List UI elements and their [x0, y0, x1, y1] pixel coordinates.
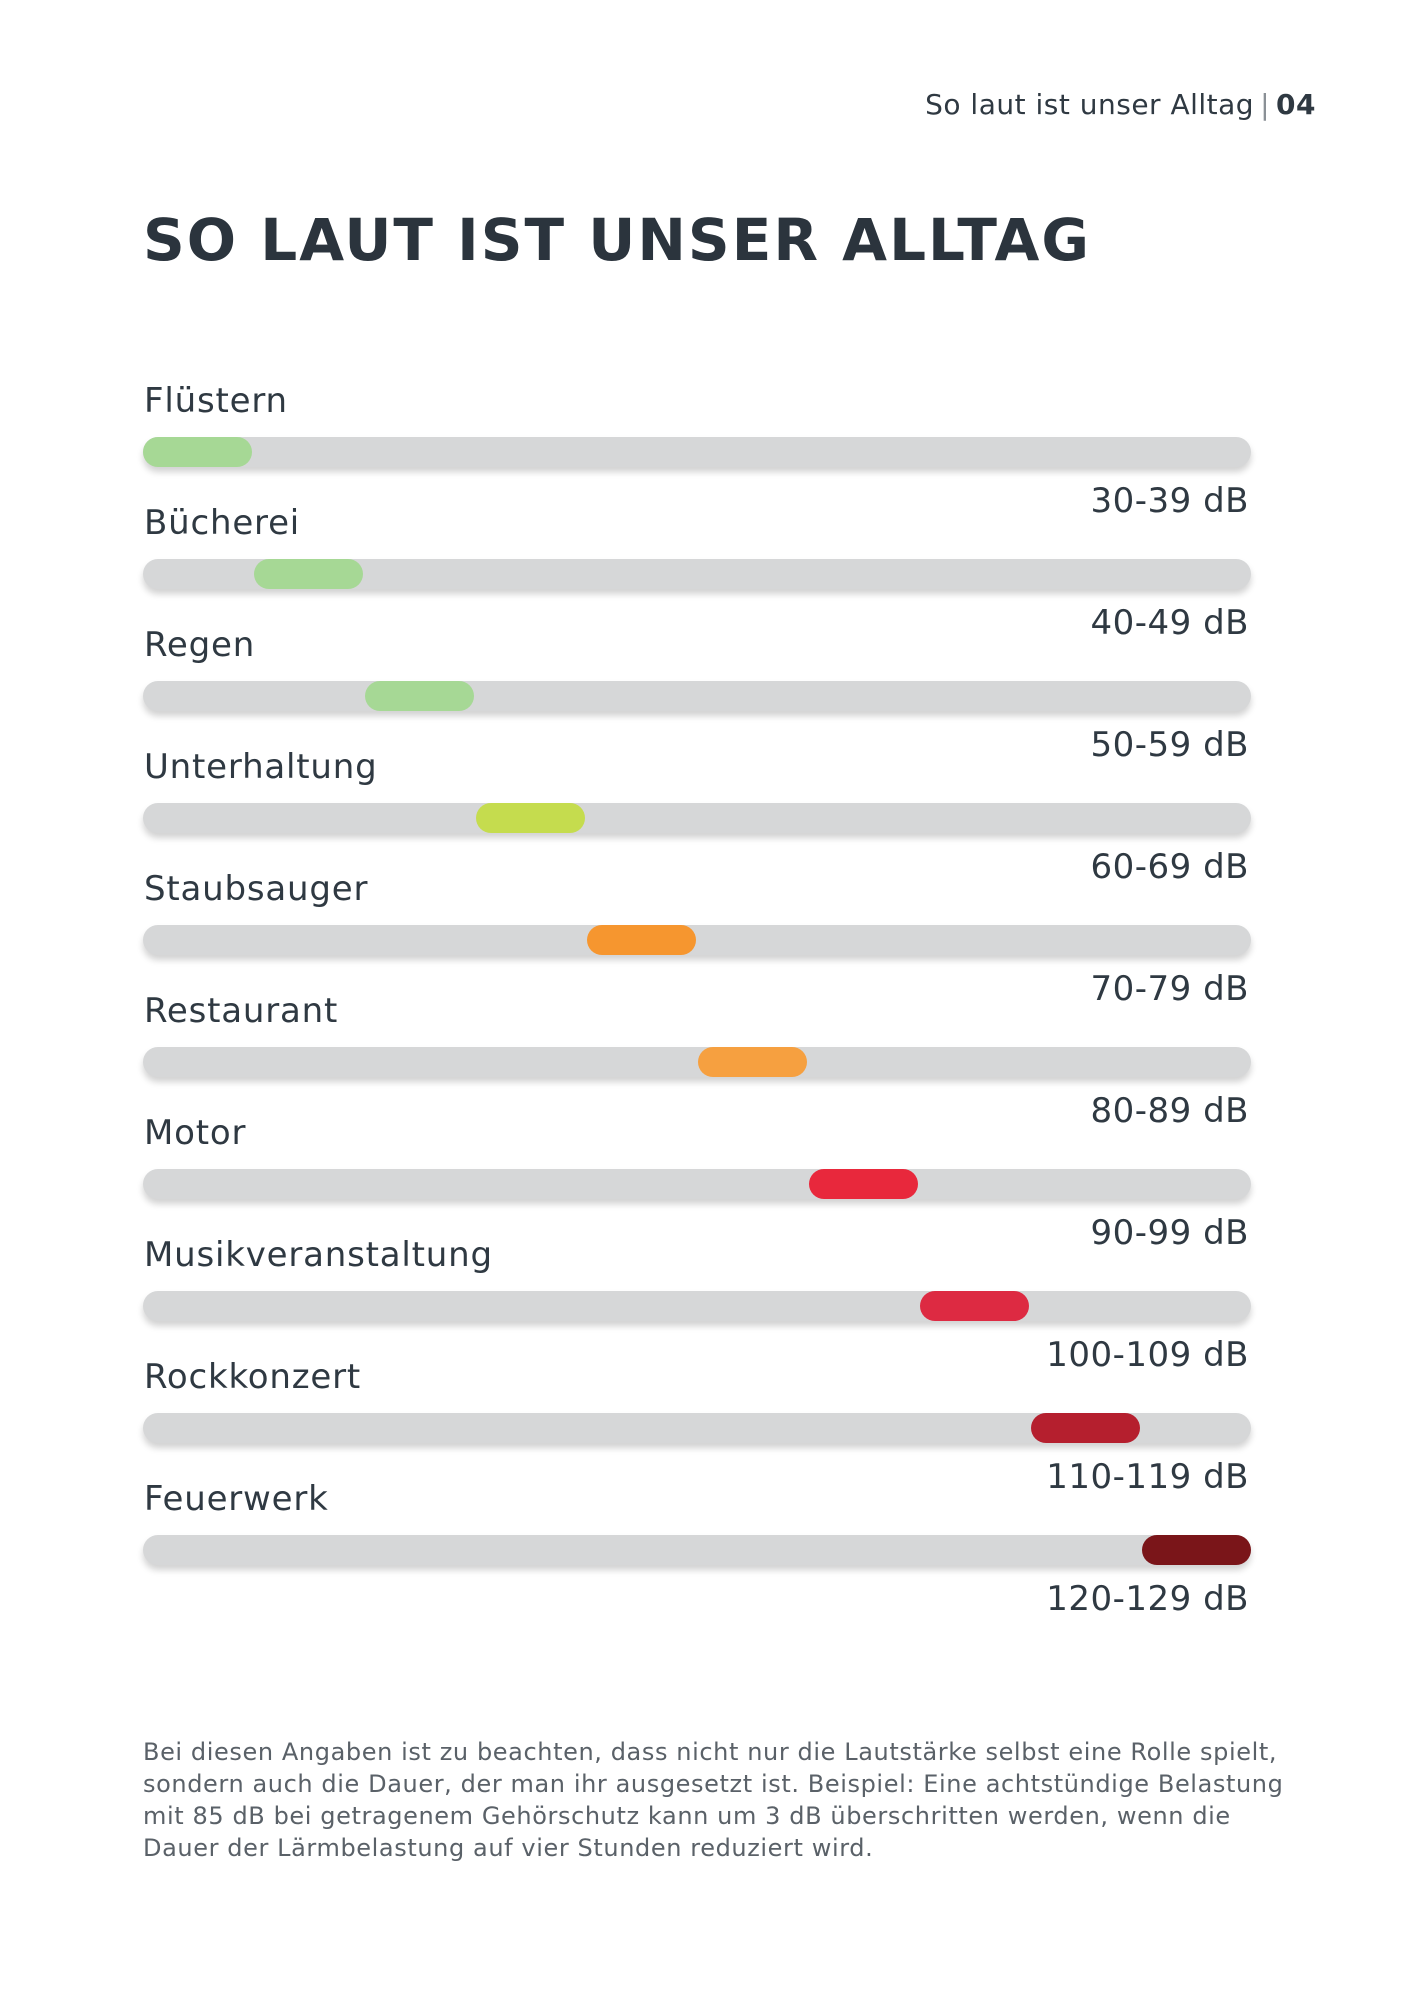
range-label: 120-129 dB — [1046, 1579, 1249, 1619]
bar-track — [143, 559, 1251, 589]
range-label: 50-59 dB — [1090, 725, 1249, 765]
bar-track — [143, 925, 1251, 955]
bar-segment — [254, 559, 363, 589]
category-label: Feuerwerk — [144, 1479, 329, 1519]
category-label: Rockkonzert — [144, 1357, 361, 1397]
bar-track — [143, 1535, 1251, 1565]
range-label: 70-79 dB — [1090, 969, 1249, 1009]
footnote: Bei diesen Angaben ist zu beachten, dass… — [143, 1738, 1284, 1862]
category-label: Bücherei — [144, 503, 301, 543]
bar-segment — [920, 1291, 1029, 1321]
range-label: 40-49 dB — [1090, 603, 1249, 643]
bar-track — [143, 803, 1251, 833]
bar-segment — [587, 925, 696, 955]
category-label: Flüstern — [144, 381, 288, 421]
page-number: 04 — [1276, 88, 1316, 121]
bar-track — [143, 1291, 1251, 1321]
header-separator: | — [1260, 88, 1271, 121]
bar-segment — [809, 1169, 918, 1199]
category-label: Restaurant — [144, 991, 339, 1031]
bar-track — [143, 1169, 1251, 1199]
range-label: 90-99 dB — [1090, 1213, 1249, 1253]
page-header: So laut ist unser Alltag | 04 — [925, 88, 1316, 121]
range-label: 100-109 dB — [1046, 1335, 1249, 1375]
category-label: Musikveranstaltung — [144, 1235, 493, 1275]
bar-segment — [1142, 1535, 1251, 1565]
range-label: 80-89 dB — [1090, 1091, 1249, 1131]
bar-track — [143, 1047, 1251, 1077]
bar-segment — [365, 681, 474, 711]
bar-segment — [476, 803, 585, 833]
category-label: Unterhaltung — [144, 747, 378, 787]
bar-track — [143, 1413, 1251, 1443]
category-label: Motor — [144, 1113, 247, 1153]
range-label: 110-119 dB — [1046, 1457, 1249, 1497]
range-label: 30-39 dB — [1090, 481, 1249, 521]
bar-track — [143, 437, 1251, 467]
bar-track — [143, 681, 1251, 711]
page-title: SO LAUT IST UNSER ALLTAG — [143, 206, 1091, 274]
bar-segment — [698, 1047, 807, 1077]
section-title: So laut ist unser Alltag — [925, 88, 1255, 121]
category-label: Staubsauger — [144, 869, 369, 909]
bar-segment — [143, 437, 252, 467]
category-label: Regen — [144, 625, 256, 665]
range-label: 60-69 dB — [1090, 847, 1249, 887]
loudness-chart: Flüstern 30-39 dB Bücherei 40-49 dB Regen 50-… — [143, 381, 1251, 1619]
bar-segment — [1031, 1413, 1140, 1443]
